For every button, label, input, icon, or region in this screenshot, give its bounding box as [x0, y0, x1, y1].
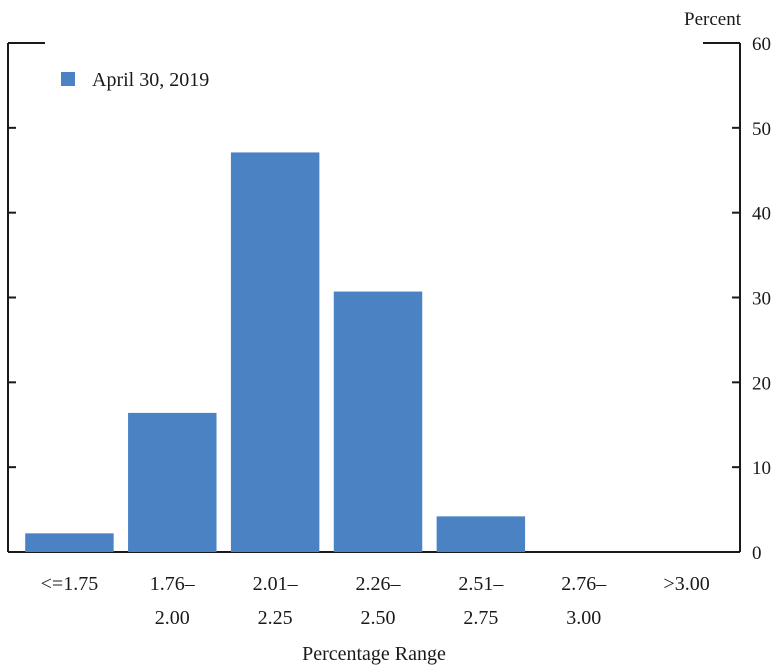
y-tick-label: 20 [752, 373, 771, 394]
legend-swatch [61, 72, 75, 86]
x-tick-label: 2.26– [356, 573, 402, 595]
y-tick-label: 0 [752, 543, 762, 564]
x-tick-labels: <=1.75 1.76– 2.00 2.01– 2.25 2.26– 2.50 2.51– 2.… [41, 573, 710, 629]
y-unit-label: Percent [684, 9, 742, 30]
bars [25, 152, 526, 552]
bar [230, 152, 320, 552]
x-axis-title: Percentage Range [302, 643, 446, 665]
x-tick-label: 1.76– [150, 573, 196, 595]
y-tick-label: 60 [752, 34, 771, 55]
x-tick-label: 2.25 [258, 607, 293, 629]
bar [333, 291, 423, 552]
x-tick-label: >3.00 [663, 573, 709, 595]
x-tick-label: 2.76– [561, 573, 607, 595]
x-tick-label: 2.51– [458, 573, 504, 595]
x-tick-label: 2.50 [361, 607, 396, 629]
legend: April 30, 2019 [61, 69, 209, 91]
x-tick-label: <=1.75 [41, 573, 99, 595]
y-tick-label: 10 [752, 458, 771, 479]
y-tick-label: 40 [752, 204, 771, 225]
x-tick-label: 3.00 [566, 607, 601, 629]
bar [436, 516, 526, 552]
x-tick-label: 2.75 [463, 607, 498, 629]
y-tick-label: 50 [752, 119, 771, 140]
x-tick-label: 2.00 [155, 607, 190, 629]
x-tick-label: 2.01– [253, 573, 299, 595]
bar [25, 533, 114, 552]
y-tick-label: 30 [752, 289, 771, 310]
bar [128, 412, 217, 552]
legend-label: April 30, 2019 [92, 69, 209, 91]
y-axis-ticks: 0 10 20 30 40 50 60 [8, 34, 771, 564]
